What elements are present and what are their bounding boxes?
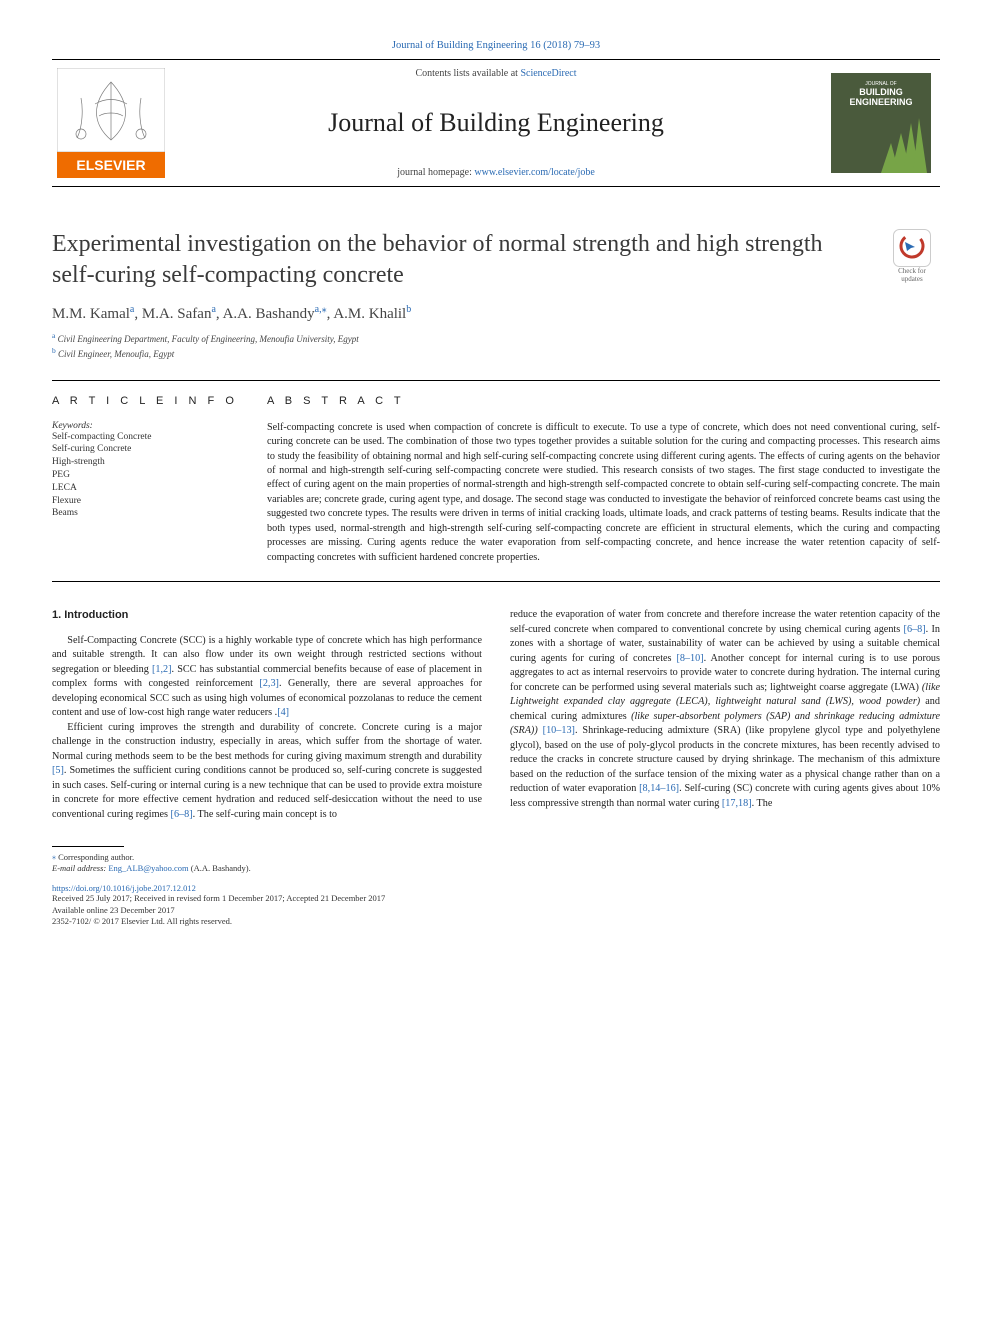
ref-citation[interactable]: [8–10]: [676, 653, 703, 664]
ref-citation[interactable]: [4]: [277, 707, 289, 718]
abstract-head: A B S T R A C T: [267, 395, 940, 407]
author-affil-sup: b: [406, 304, 411, 315]
ref-citation[interactable]: [5]: [52, 765, 64, 776]
doi-link[interactable]: https://doi.org/10.1016/j.jobe.2017.12.0…: [52, 883, 940, 893]
masthead-center: Contents lists available at ScienceDirec…: [170, 60, 822, 186]
body-column-right: reduce the evaporation of water from con…: [510, 608, 940, 822]
corresponding-author: ⁎ Corresponding author.: [52, 852, 940, 862]
section-1-head: 1. Introduction: [52, 608, 482, 624]
article-title: Experimental investigation on the behavi…: [52, 229, 866, 290]
keyword: Beams: [52, 507, 241, 520]
paragraph: Efficient curing improves the strength a…: [52, 721, 482, 822]
sciencedirect-link[interactable]: ScienceDirect: [520, 68, 576, 79]
keyword: Self-compacting Concrete: [52, 431, 241, 444]
author-affil-sup: a: [211, 304, 215, 315]
check-updates-label2: updates: [901, 275, 922, 283]
contents-prefix: Contents lists available at: [415, 68, 520, 79]
check-updates-badge[interactable]: Check for updates: [884, 229, 940, 290]
homepage-line: journal homepage: www.elsevier.com/locat…: [397, 167, 595, 178]
affiliation: a Civil Engineering Department, Faculty …: [52, 331, 940, 346]
ref-citation[interactable]: [10–13]: [543, 725, 575, 736]
body-column-left: 1. Introduction Self-Compacting Concrete…: [52, 608, 482, 822]
keywords-label: Keywords:: [52, 421, 241, 431]
received-line: Received 25 July 2017; Received in revis…: [52, 893, 940, 904]
ref-citation[interactable]: [6–8]: [904, 624, 926, 635]
affiliations: a Civil Engineering Department, Faculty …: [52, 331, 940, 361]
issn-line: 2352-7102/ © 2017 Elsevier Ltd. All righ…: [52, 916, 940, 927]
svg-text:BUILDING: BUILDING: [859, 87, 903, 97]
keyword: PEG: [52, 469, 241, 482]
ref-citation[interactable]: [1,2]: [152, 664, 172, 675]
homepage-prefix: journal homepage:: [397, 167, 474, 178]
affiliation: b Civil Engineer, Menoufia, Egypt: [52, 346, 940, 361]
email-person: (A.A. Bashandy).: [189, 863, 251, 873]
elsevier-logo: ELSEVIER: [52, 60, 170, 186]
keyword: Flexure: [52, 495, 241, 508]
ref-citation[interactable]: [6–8]: [171, 809, 193, 820]
email-line: E-mail address: Eng_ALB@yahoo.com (A.A. …: [52, 863, 940, 873]
author: A.A. Bashandy: [223, 306, 315, 322]
authors: M.M. Kamala, M.A. Safana, A.A. Bashandya…: [52, 304, 940, 323]
paragraph: Self-Compacting Concrete (SCC) is a high…: [52, 634, 482, 721]
keyword: LECA: [52, 482, 241, 495]
elsevier-text: ELSEVIER: [76, 157, 145, 173]
author-affil-sup: a: [130, 304, 134, 315]
author: A.M. Khalil: [333, 306, 406, 322]
keyword: Self-curing Concrete: [52, 443, 241, 456]
journal-name: Journal of Building Engineering: [328, 108, 664, 138]
keyword: High-strength: [52, 456, 241, 469]
abstract-text: Self-compacting concrete is used when co…: [267, 421, 940, 566]
italic-span: (like super-absorbent polymers (SAP) and…: [510, 711, 940, 736]
journal-citation: Journal of Building Engineering 16 (2018…: [52, 40, 940, 51]
online-line: Available online 23 December 2017: [52, 905, 940, 916]
email-label: E-mail address:: [52, 863, 106, 873]
ref-citation[interactable]: [8,14–16]: [639, 783, 679, 794]
author: M.A. Safan: [142, 306, 212, 322]
check-updates-label1: Check for: [898, 267, 926, 275]
contents-line: Contents lists available at ScienceDirec…: [415, 68, 576, 79]
masthead: ELSEVIER Contents lists available at Sci…: [52, 59, 940, 187]
paragraph: reduce the evaporation of water from con…: [510, 608, 940, 811]
author: M.M. Kamal: [52, 306, 130, 322]
email-link[interactable]: Eng_ALB@yahoo.com: [108, 863, 188, 873]
italic-span: (like Lightweight expanded clay aggregat…: [510, 682, 940, 707]
keywords-list: Self-compacting ConcreteSelf-curing Conc…: [52, 431, 241, 521]
svg-text:ENGINEERING: ENGINEERING: [849, 97, 912, 107]
ref-citation[interactable]: [2,3]: [259, 678, 279, 689]
article-info-head: A R T I C L E I N F O: [52, 395, 241, 407]
ref-citation[interactable]: [17,18]: [722, 798, 752, 809]
homepage-link[interactable]: www.elsevier.com/locate/jobe: [474, 167, 594, 178]
journal-cover: JOURNAL OF BUILDING ENGINEERING: [822, 60, 940, 186]
author-affil-sup: a,⁎: [315, 304, 327, 315]
